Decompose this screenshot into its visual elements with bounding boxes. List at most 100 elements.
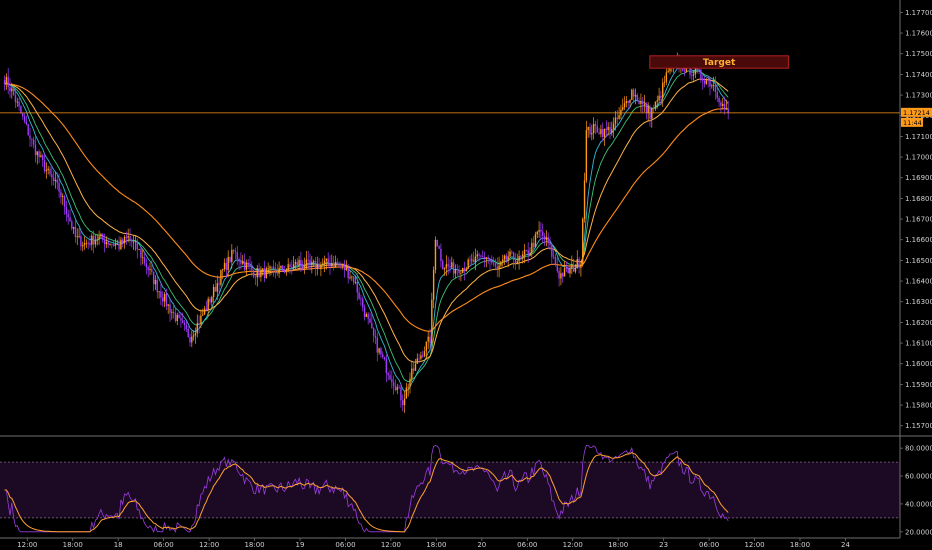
candle-body	[211, 296, 213, 303]
candle	[349, 271, 351, 280]
candle	[502, 254, 504, 267]
candle-body	[136, 240, 138, 250]
candle	[605, 120, 608, 138]
candle-body	[623, 103, 626, 108]
candle-body	[652, 108, 655, 110]
candle-body	[360, 298, 362, 300]
candle-body	[398, 387, 400, 389]
candle	[483, 251, 486, 268]
candle	[102, 233, 104, 243]
candle-body	[414, 363, 417, 371]
candle	[511, 250, 513, 255]
candle-body	[711, 85, 713, 87]
candle	[36, 151, 38, 165]
oscillator-tick-label: 20.0000	[905, 528, 932, 536]
candle	[712, 76, 715, 92]
candle	[136, 238, 138, 259]
candle	[198, 315, 200, 334]
candle	[469, 255, 471, 267]
candle-body	[151, 269, 153, 272]
candle-body	[112, 244, 115, 246]
candle-body	[251, 266, 253, 271]
candle-body	[507, 256, 509, 260]
candle-body	[449, 265, 451, 268]
candle	[52, 171, 55, 186]
candle-body	[476, 254, 478, 257]
candle	[116, 239, 118, 246]
time-tick-label: 18:00	[608, 541, 628, 549]
candle	[32, 136, 35, 149]
candle	[49, 166, 51, 177]
candle-body	[18, 101, 20, 107]
candle	[442, 259, 444, 270]
candle-body	[471, 259, 473, 261]
candle-body	[40, 155, 42, 158]
candle-body	[109, 244, 111, 245]
candle	[60, 188, 62, 204]
candle	[512, 251, 515, 269]
candle	[471, 253, 473, 265]
candle-body	[143, 257, 146, 264]
candle-body	[242, 261, 244, 264]
candle	[523, 243, 526, 264]
candle	[385, 354, 388, 383]
candle-body	[536, 231, 538, 235]
candle-body	[545, 237, 548, 240]
candle-body	[138, 249, 140, 250]
candle	[82, 241, 84, 252]
candle-body	[625, 100, 628, 104]
candle-body	[356, 281, 358, 293]
candle	[545, 230, 548, 247]
candle	[40, 151, 42, 158]
candle-body	[320, 264, 322, 270]
target-label: Target	[703, 58, 736, 68]
candle	[76, 228, 78, 246]
candle	[12, 86, 15, 96]
oscillator-axis[interactable]: 20.0000 40.0000 60.0000 80.0000	[900, 445, 932, 537]
candle	[169, 298, 171, 322]
candle	[62, 193, 64, 205]
price-tick-label: 1.15900	[905, 381, 932, 389]
candle	[91, 233, 93, 251]
candle	[663, 75, 666, 88]
candle-body	[645, 103, 648, 113]
candle-body	[123, 236, 126, 244]
candle	[92, 230, 95, 254]
candle-body	[572, 264, 575, 272]
candle	[338, 261, 340, 268]
candle-body	[705, 80, 708, 84]
candle-body	[442, 261, 444, 270]
candle	[609, 121, 611, 140]
candle	[223, 258, 226, 272]
candle	[547, 232, 549, 250]
candle-body	[216, 283, 218, 292]
candle-body	[220, 270, 222, 285]
candle	[705, 78, 708, 85]
candle-body	[318, 263, 320, 270]
candle	[651, 107, 653, 128]
current-price-tag: 1.17214 11:44	[901, 107, 932, 127]
candle	[700, 69, 702, 83]
candle-body	[38, 151, 40, 158]
candle-body	[272, 266, 275, 269]
candle	[265, 266, 268, 279]
candle	[105, 236, 108, 248]
candle	[576, 250, 578, 269]
candle	[445, 255, 448, 277]
price-tick-label: 1.16500	[905, 257, 932, 265]
candle	[600, 124, 602, 138]
candle-body	[667, 71, 669, 73]
candle	[623, 96, 626, 111]
candle-body	[583, 180, 586, 219]
time-axis[interactable]: 12:00 18:00 18 06:00 12:00 18:00 19 06:00 12:00 1…	[17, 538, 850, 549]
candle	[480, 254, 482, 260]
target-box[interactable]	[649, 55, 789, 69]
target-zone[interactable]: Target	[649, 55, 789, 69]
candle-body	[394, 385, 397, 390]
candle	[458, 265, 460, 281]
candle	[422, 350, 424, 359]
candle-body	[482, 256, 484, 258]
price-axis[interactable]: 1.15700 1.15800 1.15900 1.16000 1.16100 1.162…	[900, 9, 932, 430]
